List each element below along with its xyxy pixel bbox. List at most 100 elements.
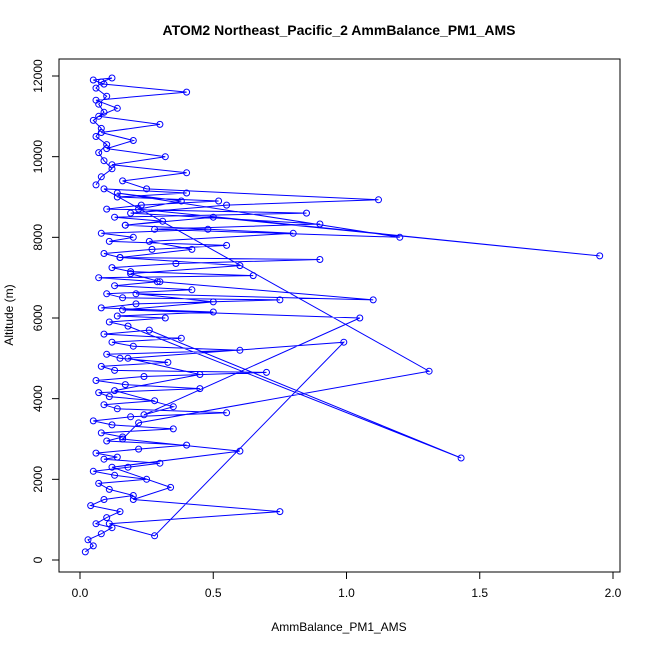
data-point — [135, 419, 143, 427]
y-tick-label: 4000 — [31, 385, 45, 412]
data-point — [121, 381, 129, 389]
data-point — [316, 220, 324, 228]
data-point — [161, 314, 169, 322]
data-point — [209, 298, 217, 306]
x-tick-label: 2.0 — [605, 586, 622, 600]
data-point — [81, 548, 89, 556]
data-point — [135, 205, 143, 213]
data-point — [103, 145, 111, 153]
data-point — [97, 530, 105, 538]
y-tick-label: 0 — [31, 556, 45, 563]
data-point — [87, 502, 95, 510]
data-point — [113, 405, 121, 413]
data-point — [124, 322, 132, 330]
data-point — [596, 252, 604, 260]
data-point — [151, 397, 159, 405]
data-point — [116, 254, 124, 261]
data-point — [425, 367, 433, 375]
data-point — [100, 496, 108, 503]
data-point — [204, 225, 212, 233]
data-point — [164, 358, 172, 366]
y-tick-label: 2000 — [31, 466, 45, 493]
data-point — [105, 318, 113, 326]
data-point — [223, 409, 231, 417]
data-point — [132, 300, 140, 308]
data-point — [145, 237, 153, 245]
data-point — [196, 371, 204, 378]
data-point — [156, 278, 164, 286]
data-point — [113, 189, 121, 197]
data-point — [97, 124, 105, 132]
data-point — [89, 76, 97, 84]
data-point — [113, 104, 121, 112]
data-point — [103, 350, 111, 358]
data-point — [119, 435, 127, 443]
x-tick-label: 0.0 — [72, 586, 89, 600]
data-point — [236, 262, 244, 270]
data-point — [223, 201, 231, 209]
x-axis-label: AmmBalance_PM1_AMS — [271, 620, 406, 634]
data-point — [375, 196, 382, 204]
data-point — [119, 306, 127, 314]
x-tick-label: 0.5 — [205, 586, 222, 600]
data-point — [188, 245, 196, 253]
data-point — [100, 185, 108, 193]
data-point — [95, 149, 103, 157]
data-point — [108, 338, 116, 346]
y-axis: 0 2000 4000 6000 8000 10000 12000 — [31, 59, 60, 563]
data-point — [84, 536, 92, 544]
data-point — [105, 485, 113, 493]
data-point — [108, 74, 116, 82]
data-point — [148, 245, 156, 253]
data-point — [103, 141, 111, 149]
data-point — [92, 133, 100, 140]
data-point — [196, 385, 204, 393]
y-axis-label: Altitude (m) — [2, 284, 16, 345]
data-point — [100, 157, 108, 165]
data-point — [396, 233, 404, 241]
data-point — [97, 129, 105, 136]
data-point — [108, 161, 116, 169]
data-point — [119, 433, 127, 441]
data-point — [116, 354, 124, 362]
data-point — [113, 193, 121, 201]
data-point — [156, 120, 164, 128]
series-line — [85, 77, 600, 553]
data-point — [140, 373, 148, 380]
series-layer — [81, 74, 604, 556]
data-point — [89, 417, 97, 425]
data-point — [95, 479, 103, 487]
data-point — [103, 514, 111, 522]
data-point — [249, 272, 257, 280]
data-point — [100, 250, 108, 257]
x-tick-label: 1.5 — [471, 586, 488, 600]
data-point — [209, 213, 217, 221]
data-point — [108, 421, 116, 429]
data-point — [124, 463, 132, 471]
y-tick-label: 12000 — [31, 59, 45, 93]
data-point — [95, 100, 103, 108]
data-point — [97, 429, 105, 437]
data-point — [145, 326, 153, 334]
data-point — [236, 346, 244, 354]
data-point — [97, 173, 105, 181]
data-point — [97, 304, 105, 312]
data-point — [177, 334, 185, 342]
data-point — [276, 296, 284, 304]
data-point — [369, 296, 377, 304]
data-point — [132, 290, 140, 298]
data-point — [105, 237, 113, 245]
data-point — [97, 362, 105, 370]
data-point — [159, 217, 167, 225]
data-point — [276, 508, 284, 516]
chart-title: ATOM2 Northeast_Pacific_2 AmmBalance_PM1… — [163, 22, 516, 38]
data-point — [177, 197, 185, 205]
data-point — [119, 294, 127, 302]
data-point — [215, 197, 223, 205]
data-point — [153, 278, 161, 286]
data-point — [111, 213, 119, 221]
data-point — [116, 508, 124, 516]
data-point — [103, 437, 111, 445]
data-point — [127, 209, 135, 217]
data-point — [183, 169, 191, 177]
